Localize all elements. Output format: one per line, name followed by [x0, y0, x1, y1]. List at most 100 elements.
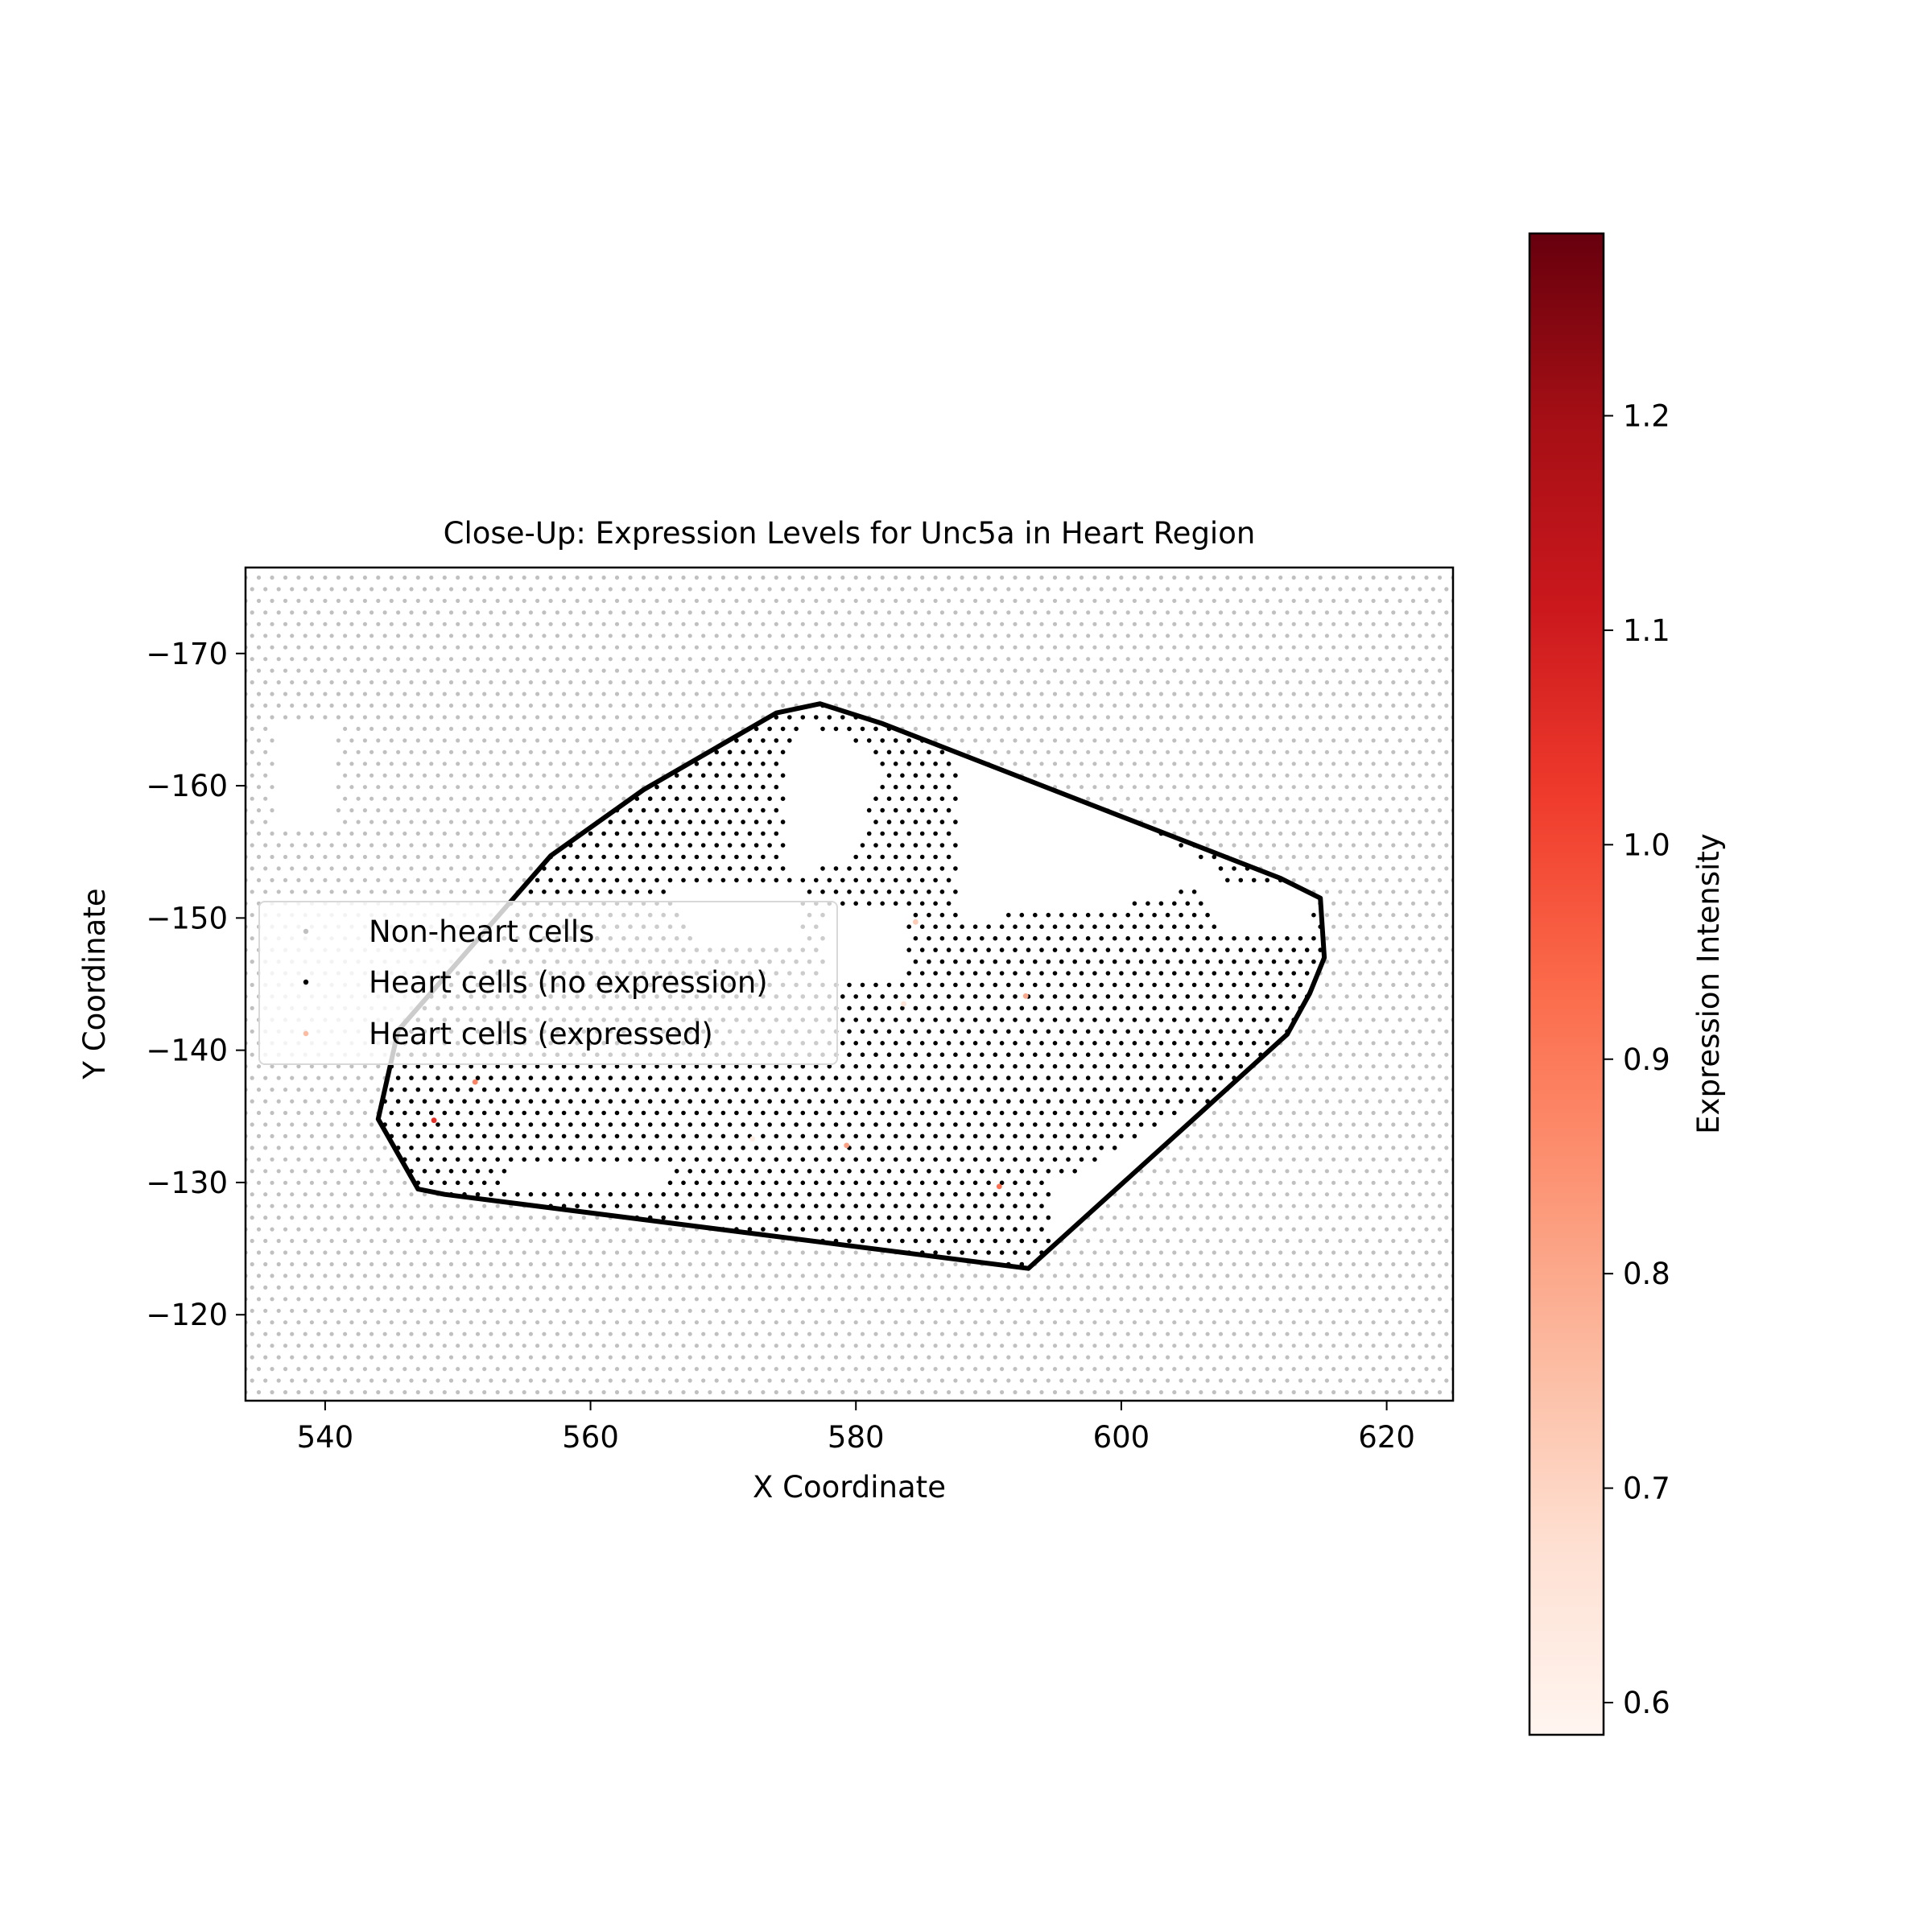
non-heart-cell-point: [555, 680, 560, 685]
non-heart-cell-point: [1385, 994, 1389, 999]
non-heart-cell-point: [1278, 621, 1283, 626]
non-heart-cell-point: [1391, 1355, 1396, 1360]
non-heart-cell-point: [436, 610, 440, 615]
non-heart-cell-point: [230, 1390, 234, 1394]
heart-cell-point: [946, 807, 952, 813]
non-heart-cell-point: [608, 1285, 613, 1290]
non-heart-cell-point: [1391, 936, 1396, 941]
non-heart-cell-point: [1358, 645, 1363, 650]
non-heart-cell-point: [469, 668, 473, 673]
heart-cell-point: [919, 762, 925, 766]
non-heart-cell-point: [714, 703, 719, 708]
non-heart-cell-point: [1166, 773, 1170, 778]
non-heart-cell-point: [1252, 1088, 1257, 1092]
non-heart-cell-point: [1305, 598, 1310, 604]
non-heart-cell-point: [648, 634, 653, 638]
non-heart-cell-point: [1072, 1331, 1077, 1336]
heart-cell-point: [681, 807, 686, 813]
non-heart-cell-point: [415, 1320, 420, 1325]
non-heart-cell-point: [1092, 645, 1097, 650]
non-heart-cell-point: [694, 1367, 700, 1372]
non-heart-cell-point: [641, 1227, 646, 1232]
non-heart-cell-point: [1385, 1157, 1389, 1162]
non-heart-cell-point: [906, 1344, 911, 1348]
non-heart-cell-point: [860, 657, 865, 662]
heart-cell-point: [1079, 924, 1084, 929]
non-heart-cell-point: [575, 691, 580, 696]
non-heart-cell-point: [853, 645, 858, 650]
heart-cell-point: [873, 796, 878, 801]
non-heart-cell-point: [528, 749, 534, 754]
non-heart-cell-point: [1404, 1122, 1409, 1127]
non-heart-cell-point: [1205, 657, 1210, 662]
non-heart-cell-point: [1086, 1308, 1091, 1313]
non-heart-cell-point: [1238, 645, 1243, 650]
non-heart-cell-point: [1152, 1355, 1157, 1360]
heart-cell-point: [1105, 924, 1111, 929]
non-heart-cell-point: [237, 1332, 241, 1336]
non-heart-cell-point: [853, 1344, 858, 1348]
heart-cell-point: [761, 831, 766, 836]
heart-cell-point: [919, 784, 925, 790]
non-heart-cell-point: [900, 1331, 905, 1336]
non-heart-cell-point: [1344, 994, 1349, 999]
non-heart-cell-point: [1006, 1331, 1011, 1336]
non-heart-cell-point: [1391, 773, 1396, 778]
non-heart-cell-point: [230, 971, 234, 975]
non-heart-cell-point: [316, 1261, 321, 1267]
non-heart-cell-point: [515, 1355, 520, 1360]
non-heart-cell-point: [290, 1122, 295, 1127]
non-heart-cell-point: [329, 1261, 334, 1267]
non-heart-cell-point: [323, 1227, 328, 1232]
non-heart-cell-point: [376, 831, 381, 836]
non-heart-cell-point: [595, 796, 600, 801]
non-heart-cell-point: [382, 749, 387, 754]
non-heart-cell-point: [1225, 1110, 1230, 1116]
non-heart-cell-point: [1397, 598, 1402, 604]
non-heart-cell-point: [1205, 680, 1210, 685]
non-heart-cell-point: [568, 726, 573, 732]
non-heart-cell-point: [1305, 1227, 1310, 1232]
non-heart-cell-point: [555, 843, 560, 848]
non-heart-cell-point: [1430, 1378, 1435, 1383]
non-heart-cell-point: [548, 621, 553, 626]
non-heart-cell-point: [1086, 610, 1091, 615]
non-heart-cell-point: [1305, 877, 1310, 882]
non-heart-cell-point: [290, 657, 295, 662]
non-heart-cell-point: [1364, 890, 1369, 894]
heart-cell-point: [767, 796, 772, 801]
non-heart-cell-point: [1364, 610, 1369, 615]
non-heart-cell-point: [1199, 1320, 1203, 1325]
non-heart-cell-point: [522, 1367, 526, 1372]
non-heart-cell-point: [362, 1367, 367, 1372]
non-heart-cell-point: [1324, 1192, 1329, 1197]
non-heart-cell-point: [734, 575, 739, 580]
non-heart-cell-point: [1245, 1122, 1250, 1127]
non-heart-cell-point: [1318, 645, 1323, 650]
non-heart-cell-point: [568, 680, 573, 685]
non-heart-cell-point: [814, 1320, 819, 1325]
non-heart-cell-point: [648, 610, 653, 615]
non-heart-cell-point: [316, 1169, 321, 1174]
non-heart-cell-point: [389, 808, 394, 813]
non-heart-cell-point: [309, 877, 314, 882]
non-heart-cell-point: [648, 749, 653, 754]
non-heart-cell-point: [1258, 1099, 1263, 1104]
non-heart-cell-point: [290, 1308, 295, 1313]
non-heart-cell-point: [1252, 552, 1256, 556]
non-heart-cell-point: [362, 645, 367, 650]
non-heart-cell-point: [1437, 762, 1443, 766]
non-heart-cell-point: [336, 1274, 341, 1278]
non-heart-cell-point: [614, 621, 620, 626]
non-heart-cell-point: [409, 1238, 414, 1244]
non-heart-cell-point: [1458, 960, 1462, 964]
non-heart-cell-point: [343, 1308, 348, 1313]
non-heart-cell-point: [1006, 1285, 1011, 1290]
non-heart-cell-point: [1099, 773, 1104, 778]
non-heart-cell-point: [1424, 877, 1429, 882]
non-heart-cell-point: [1258, 1261, 1263, 1267]
non-heart-cell-point: [1271, 1099, 1277, 1104]
non-heart-cell-point: [1371, 1367, 1376, 1372]
non-heart-cell-point: [349, 762, 354, 766]
non-heart-cell-point: [993, 1355, 997, 1360]
